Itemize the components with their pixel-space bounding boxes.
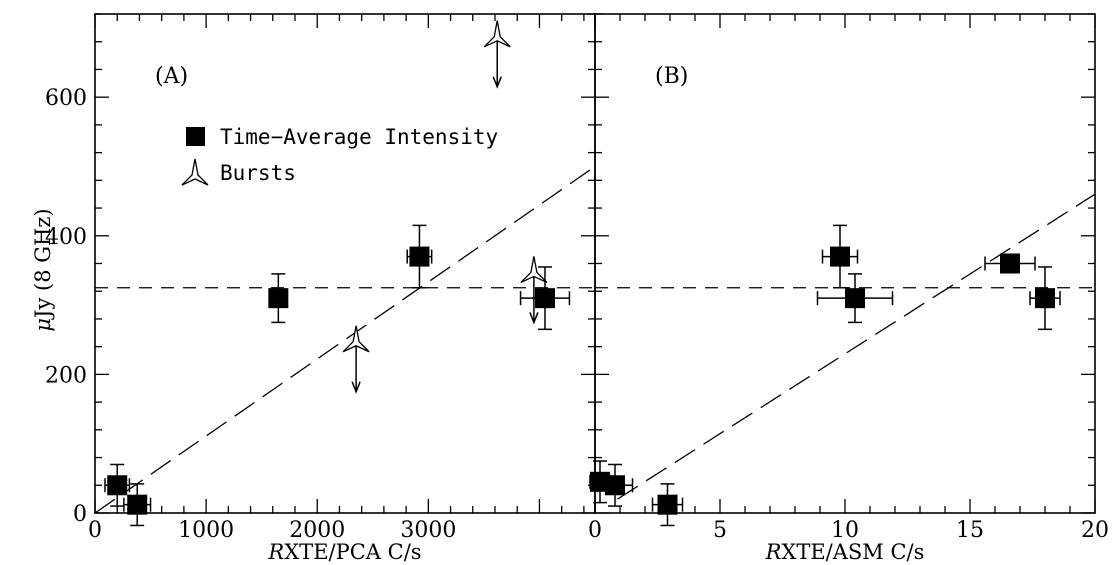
- panel-a-fit-line: [94, 165, 596, 514]
- panel-b-x-axis-label-r: R: [765, 540, 782, 564]
- legend-avg-label: Time−Average Intensity: [220, 125, 498, 149]
- panel-a-x-tick-label: 3000: [400, 518, 456, 543]
- panel-b-data-point: [651, 483, 684, 527]
- legend-burst-label: Bursts: [220, 161, 296, 185]
- legend-burst-marker: [181, 158, 209, 186]
- panel-a-x-tick-label: 1000: [178, 518, 234, 543]
- panel-a-data-point: [123, 483, 152, 527]
- y-tick-label: 600: [45, 86, 87, 111]
- panel-b-x-tick-label: 0: [588, 518, 602, 543]
- panel-b-data-point: [821, 224, 859, 289]
- panel-b-x-tick-label: 20: [1081, 518, 1109, 543]
- panel-a-burst-point: [520, 256, 548, 325]
- panel-a-burst-point: [342, 325, 370, 394]
- y-axis-label-mu: μ: [31, 318, 55, 332]
- panel-a-x-axis-label: RXTE/PCA C/s: [267, 540, 421, 564]
- panel-a: 0 1000 2000 3000 0 200 400 600: [45, 13, 596, 543]
- panel-b-data-point: [596, 463, 634, 507]
- panel-a-x-axis-label-text: XTE/PCA C/s: [284, 540, 421, 564]
- panel-b: 0 5 10 15 20: [588, 13, 1109, 543]
- panel-b-x-axis-label-text: XTE/ASM C/s: [781, 540, 924, 564]
- panel-b-data-point: [984, 253, 1036, 274]
- panel-a-x-axis-label-r: R: [267, 540, 284, 564]
- panel-a-burst-point: [483, 20, 511, 89]
- panel-a-x-tick-label: 0: [88, 518, 102, 543]
- panel-a-data-point: [104, 463, 131, 507]
- y-tick-label: 200: [45, 363, 87, 388]
- y-axis-label-text: Jy (8 GHz): [31, 208, 55, 320]
- panel-b-label: (B): [655, 64, 688, 89]
- panel-b-x-tick-label: 15: [956, 518, 984, 543]
- panel-a-label: (A): [155, 64, 188, 89]
- legend-burst-icon: [181, 158, 209, 186]
- y-axis-label: μJy (8 GHz): [31, 208, 55, 331]
- y-tick-label: 0: [73, 502, 87, 527]
- panel-a-data-point: [519, 266, 571, 331]
- panel-b-x-tick-label: 10: [831, 518, 859, 543]
- legend-square-marker: [186, 127, 205, 146]
- panel-a-data-point: [406, 224, 433, 289]
- panel-b-x-tick-label: 5: [713, 518, 727, 543]
- legend: Time−Average Intensity Bursts: [181, 125, 498, 186]
- panel-b-x-axis-label: RXTE/ASM C/s: [765, 540, 925, 564]
- panel-a-data-point: [268, 273, 289, 324]
- panel-a-x-tick-label: 2000: [289, 518, 345, 543]
- panel-b-data-point: [816, 273, 894, 324]
- y-tick-label: 400: [45, 225, 87, 250]
- panel-b-fit-line: [617, 193, 1096, 500]
- burst-icon: [342, 325, 370, 353]
- panel-b-data-point: [1029, 266, 1061, 331]
